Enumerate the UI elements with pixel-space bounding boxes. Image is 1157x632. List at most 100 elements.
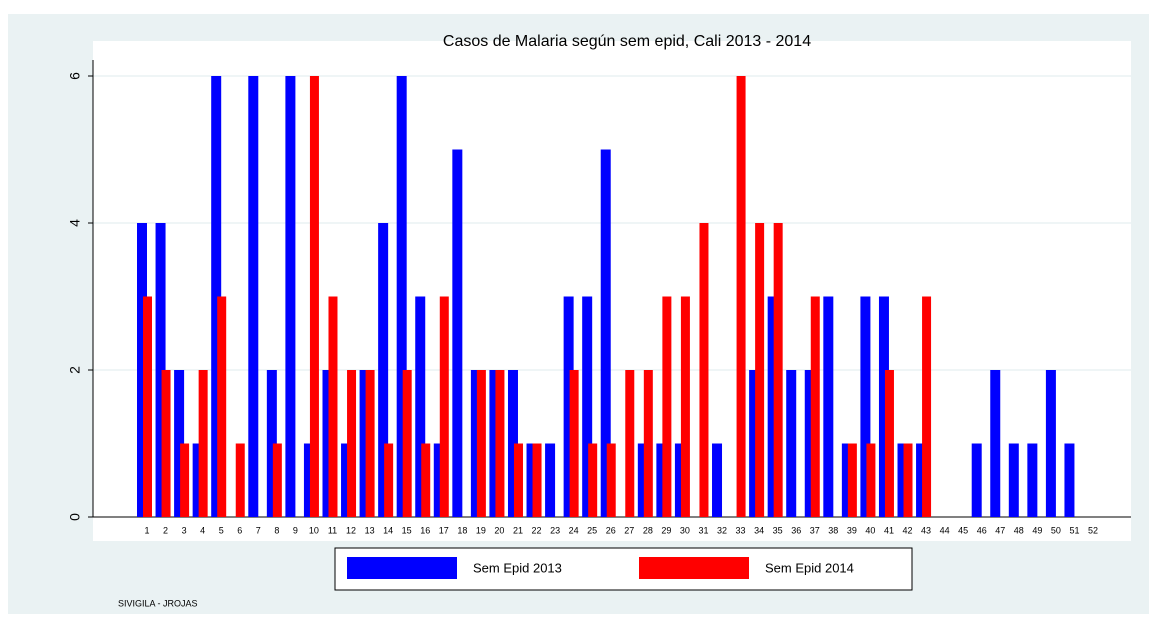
- x-tick-label: 3: [182, 525, 187, 535]
- bar: [749, 370, 760, 517]
- x-tick-label: 21: [513, 525, 523, 535]
- x-tick-label: 52: [1088, 525, 1098, 535]
- x-tick-label: 17: [439, 525, 449, 535]
- bar: [810, 296, 820, 517]
- x-tick-label: 45: [958, 525, 968, 535]
- bar: [532, 443, 542, 517]
- x-tick-label: 19: [476, 525, 486, 535]
- bar: [878, 296, 889, 517]
- x-tick-label: 20: [494, 525, 504, 535]
- bar: [470, 370, 481, 517]
- bar: [235, 443, 245, 517]
- bar: [155, 223, 166, 517]
- x-tick-label: 15: [402, 525, 412, 535]
- x-tick-label: 34: [754, 525, 764, 535]
- bar: [1027, 443, 1038, 517]
- y-tick-label: 2: [67, 366, 83, 374]
- bar: [359, 370, 370, 517]
- bar: [712, 443, 723, 517]
- legend-swatch: [347, 557, 457, 579]
- x-tick-label: 2: [163, 525, 168, 535]
- bar: [823, 296, 834, 517]
- bar: [767, 296, 778, 517]
- bar: [433, 443, 444, 517]
- bar: [266, 370, 277, 517]
- bar: [495, 370, 505, 517]
- legend-label: Sem Epid 2013: [473, 560, 562, 575]
- x-tick-label: 4: [200, 525, 205, 535]
- y-tick-label: 6: [67, 72, 83, 80]
- bar: [217, 296, 227, 517]
- x-tick-label: 12: [346, 525, 356, 535]
- x-tick-label: 43: [921, 525, 931, 535]
- bar: [847, 443, 857, 517]
- x-tick-label: 22: [532, 525, 542, 535]
- bar: [143, 296, 152, 517]
- bar: [588, 443, 598, 517]
- x-tick-label: 5: [219, 525, 224, 535]
- x-tick-label: 14: [383, 525, 393, 535]
- y-tick-label: 4: [67, 219, 83, 227]
- x-tick-label: 18: [457, 525, 467, 535]
- bar: [971, 443, 982, 517]
- bar: [736, 76, 746, 517]
- x-tick-label: 44: [940, 525, 950, 535]
- x-tick-label: 24: [569, 525, 579, 535]
- bar: [699, 223, 709, 517]
- x-tick-label: 27: [624, 525, 634, 535]
- bar: [322, 370, 333, 517]
- x-tick-label: 46: [977, 525, 987, 535]
- bar: [285, 76, 296, 517]
- bar: [211, 76, 222, 517]
- x-tick-label: 16: [420, 525, 430, 535]
- x-tick-label: 10: [309, 525, 319, 535]
- x-tick-label: 1: [144, 525, 149, 535]
- x-tick-label: 9: [293, 525, 298, 535]
- x-tick-label: 36: [791, 525, 801, 535]
- x-tick-label: 32: [717, 525, 727, 535]
- bar: [563, 296, 574, 517]
- bar: [606, 443, 616, 517]
- bar: [180, 443, 190, 517]
- bar: [161, 370, 171, 517]
- bar: [341, 443, 352, 517]
- bar: [990, 370, 1001, 517]
- bar: [841, 443, 852, 517]
- x-tick-label: 39: [847, 525, 857, 535]
- bar: [272, 443, 282, 517]
- bar: [248, 76, 259, 517]
- bar: [674, 443, 685, 517]
- bar: [922, 296, 932, 517]
- x-tick-label: 8: [274, 525, 279, 535]
- x-tick-label: 31: [698, 525, 708, 535]
- x-tick-label: 29: [661, 525, 671, 535]
- chart-title: Casos de Malaria según sem epid, Cali 20…: [443, 33, 811, 50]
- bar: [452, 149, 463, 517]
- bar: [365, 370, 375, 517]
- bar: [545, 443, 556, 517]
- bar: [897, 443, 908, 517]
- x-tick-label: 50: [1051, 525, 1061, 535]
- bar: [421, 443, 431, 517]
- bar: [680, 296, 690, 517]
- legend-swatch: [639, 557, 749, 579]
- bar: [513, 443, 523, 517]
- bar: [137, 223, 147, 517]
- bar: [384, 443, 394, 517]
- bar: [489, 370, 500, 517]
- bar: [476, 370, 486, 517]
- bar: [198, 370, 208, 517]
- bar: [303, 443, 314, 517]
- x-tick-label: 25: [587, 525, 597, 535]
- bar: [916, 443, 927, 517]
- legend-label: Sem Epid 2014: [765, 560, 854, 575]
- bar: [396, 76, 407, 517]
- bar: [415, 296, 426, 517]
- x-tick-label: 37: [810, 525, 820, 535]
- bar: [328, 296, 338, 517]
- x-tick-label: 47: [995, 525, 1005, 535]
- x-tick-label: 40: [865, 525, 875, 535]
- bar: [643, 370, 653, 517]
- bar: [507, 370, 518, 517]
- bar: [656, 443, 667, 517]
